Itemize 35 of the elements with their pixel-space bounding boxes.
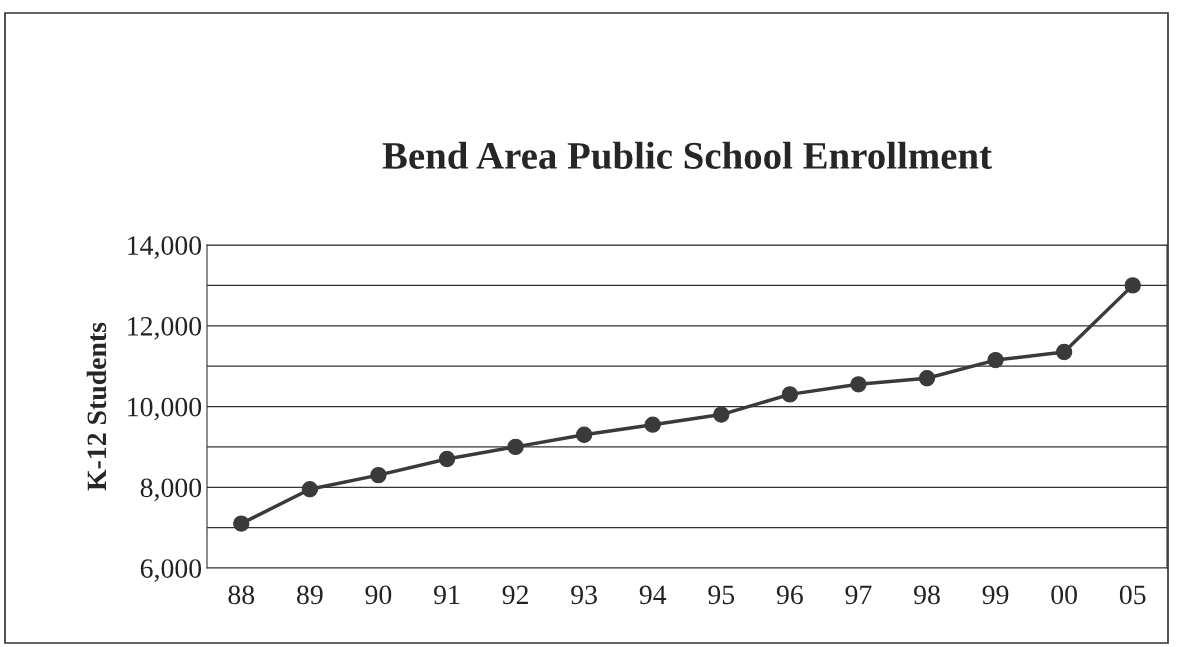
point <box>575 426 593 443</box>
point <box>987 351 1004 369</box>
x-tick-label: 96 <box>776 585 803 605</box>
y-tick-label: 14,000 <box>128 236 202 259</box>
chart-title: Bend Area Public School Enrollment <box>382 141 992 170</box>
y-tick-label: 12,000 <box>128 316 202 340</box>
point <box>438 450 456 468</box>
x-tick-label: 89 <box>297 585 323 605</box>
point <box>1124 277 1141 294</box>
x-tick-label: 94 <box>639 585 667 605</box>
x-tick-label: 93 <box>571 585 597 605</box>
point <box>713 406 730 423</box>
point <box>507 438 524 456</box>
x-tick-label: 88 <box>228 585 255 605</box>
x-tick-label: 90 <box>365 585 392 605</box>
x-tick-label: 05 <box>1119 585 1146 605</box>
y-axis-title: K-12 Students <box>86 322 107 491</box>
point <box>301 481 319 498</box>
x-tick-label: 99 <box>982 585 1009 605</box>
x-tick-label: 97 <box>845 585 872 605</box>
point <box>1055 343 1073 361</box>
point <box>233 515 250 532</box>
x-tick-label: 91 <box>434 585 460 605</box>
point <box>918 370 936 387</box>
point <box>781 386 799 403</box>
x-tick-label: 98 <box>914 585 940 605</box>
point <box>370 466 387 484</box>
y-tick-label: 6,000 <box>140 559 202 582</box>
point <box>850 376 867 393</box>
x-tick-label: 00 <box>1051 585 1077 605</box>
x-tick-label: 95 <box>708 585 735 605</box>
point <box>644 416 661 433</box>
y-tick-label: 8,000 <box>140 478 202 502</box>
y-tick-label: 10,000 <box>128 397 202 421</box>
x-tick-label: 92 <box>502 585 528 605</box>
